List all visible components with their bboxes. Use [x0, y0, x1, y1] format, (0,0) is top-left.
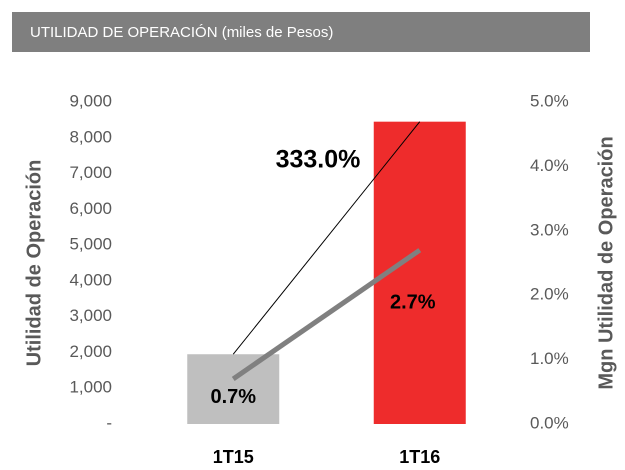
y2-tick-label: 0.0%	[530, 413, 569, 432]
y-tick-label: 8,000	[69, 127, 112, 146]
chart-title: UTILIDAD DE OPERACIÓN (miles de Pesos)	[30, 24, 333, 41]
x-tick-label: 1T16	[399, 447, 440, 467]
growth-annotation: 333.0%	[276, 146, 361, 174]
y2-tick-label: 5.0%	[530, 91, 569, 110]
growth-connector	[232, 121, 421, 355]
y-tick-label: 5,000	[69, 235, 112, 254]
y-tick-label: 2,000	[69, 342, 112, 361]
y2-tick-label: 4.0%	[530, 156, 569, 175]
y-tick-label: -	[106, 413, 112, 432]
y-axis-title: Utilidad de Operación	[23, 160, 45, 367]
y2-tick-label: 2.0%	[530, 285, 569, 304]
y2-axis-title: Mgn Utilidad de Operación	[595, 136, 617, 389]
y2-tick-label: 3.0%	[530, 220, 569, 239]
data-label: 0.7%	[210, 386, 256, 408]
bar	[187, 354, 280, 424]
y-tick-label: 3,000	[69, 306, 112, 325]
y-tick-label: 4,000	[69, 270, 112, 289]
y-tick-label: 1,000	[69, 378, 112, 397]
data-label: 2.7%	[390, 291, 436, 313]
y-tick-label: 9,000	[69, 91, 112, 110]
line	[231, 248, 422, 381]
header-bar	[12, 12, 590, 52]
x-tick-label: 1T15	[213, 447, 254, 467]
y2-tick-label: 1.0%	[530, 349, 569, 368]
y-tick-label: 7,000	[69, 163, 112, 182]
y-tick-label: 6,000	[69, 199, 112, 218]
